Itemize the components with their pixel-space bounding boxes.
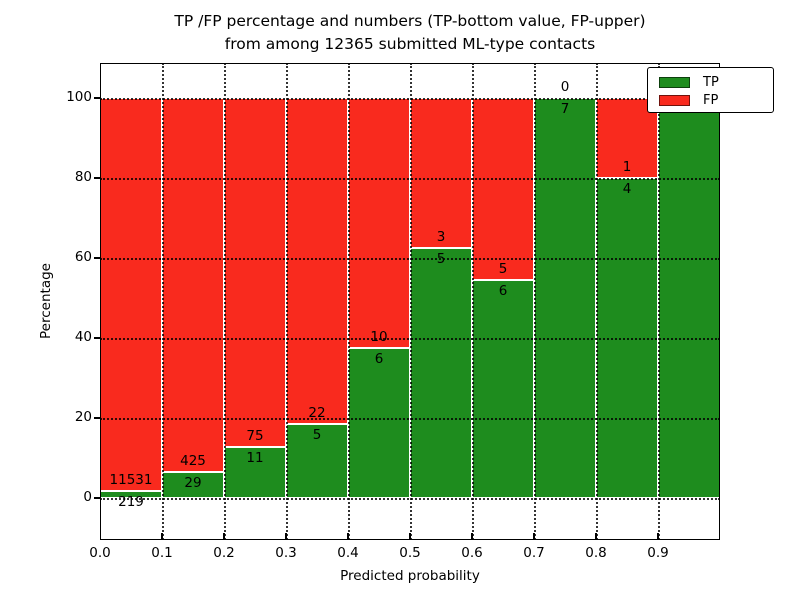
gridline-vertical	[348, 63, 350, 540]
bar-count-label-tp: 7	[560, 101, 570, 117]
x-tick-label: 0.8	[585, 545, 607, 561]
y-axis-label: Percentage	[38, 263, 54, 339]
y-tick-label: 80	[74, 169, 92, 185]
bar-segment-tp	[286, 423, 348, 498]
legend-entry-label: FP	[703, 92, 719, 108]
bar-count-label-tp: 6	[374, 351, 384, 367]
x-tick-mark	[285, 533, 287, 540]
bar-segment-tp	[658, 98, 720, 498]
bar-segment-fp	[472, 98, 534, 280]
x-tick-mark	[471, 533, 473, 540]
bar-segment-tp	[224, 446, 286, 498]
x-axis-label: Predicted probability	[340, 568, 480, 584]
legend-swatch-icon	[659, 94, 690, 106]
gridline-vertical	[162, 63, 164, 540]
bar-segment-fp	[286, 98, 348, 424]
y-tick-label: 60	[74, 249, 92, 265]
chart-title-line1: TP /FP percentage and numbers (TP-bottom…	[174, 12, 646, 30]
x-tick-label: 0.6	[461, 545, 483, 561]
bar-count-label-tp: 5	[312, 426, 322, 443]
x-tick-label: 0.2	[213, 545, 235, 561]
gridline-vertical	[224, 63, 226, 540]
y-tick-label: 100	[66, 89, 92, 105]
legend-entry: TP	[659, 73, 773, 91]
bar-count-label-fp: 3	[436, 229, 446, 245]
y-tick-label: 40	[74, 329, 92, 345]
bar-count-label-fp: 1	[622, 159, 632, 175]
bar-count-label-tp: 5	[436, 251, 446, 267]
bar-segment-fp	[100, 98, 162, 491]
bar-count-label-tp: 219	[118, 493, 144, 510]
y-tick-label: 0	[83, 489, 92, 505]
x-tick-label: 0.1	[151, 545, 173, 561]
legend-entry-label: TP	[703, 74, 719, 90]
x-tick-mark	[595, 533, 597, 540]
legend-entry: FP	[659, 91, 773, 109]
bar-segment-fp	[348, 98, 410, 348]
x-tick-label: 0.7	[523, 545, 545, 561]
x-tick-label: 0.9	[647, 545, 669, 561]
bar-count-label-tp: 6	[498, 282, 508, 299]
chart-title: TP /FP percentage and numbers (TP-bottom…	[100, 10, 720, 55]
bar-count-label-fp: 425	[180, 453, 206, 470]
y-tick-label: 20	[74, 409, 92, 425]
bar-count-label-fp: 5	[498, 260, 508, 277]
bar-count-label-tp: 11	[246, 449, 264, 466]
bar-count-label-fp: 11531	[109, 471, 153, 488]
x-tick-mark	[409, 533, 411, 540]
plot-area: 115312194252975112251063556071401	[94, 63, 720, 540]
bar-segment-tp	[472, 279, 534, 498]
bar-segment-fp	[224, 98, 286, 447]
gridline-vertical	[534, 63, 536, 540]
bar-segment-fp	[162, 98, 224, 473]
gridline-vertical	[410, 63, 412, 540]
y-tick-mark	[94, 97, 100, 99]
gridline-vertical	[596, 63, 598, 540]
x-tick-mark	[223, 533, 225, 540]
y-tick-mark	[94, 337, 100, 339]
bar-segment-tp	[348, 348, 410, 498]
bar-count-label-fp: 10	[370, 329, 388, 345]
x-tick-mark	[657, 533, 659, 540]
bar-count-label-fp: 22	[308, 404, 326, 421]
x-tick-label: 0.3	[275, 545, 297, 561]
gridline-vertical	[658, 63, 660, 540]
bar-count-label-fp: 0	[560, 79, 570, 95]
y-tick-mark	[94, 177, 100, 179]
gridline-vertical	[286, 63, 288, 540]
bar-segment-fp	[410, 98, 472, 248]
x-tick-label: 0.4	[337, 545, 359, 561]
gridline-vertical	[472, 63, 474, 540]
chart-title-line2: from among 12365 submitted ML-type conta…	[224, 34, 596, 53]
bar-count-label-fp: 75	[246, 427, 264, 444]
x-tick-mark	[533, 533, 535, 540]
y-tick-mark	[94, 497, 100, 499]
bar-segment-tp	[534, 98, 596, 498]
y-tick-mark	[94, 257, 100, 259]
bar-segment-tp	[410, 248, 472, 498]
x-tick-label: 0.5	[399, 545, 421, 561]
x-tick-label: 0.0	[89, 545, 111, 561]
bar-count-label-tp: 4	[622, 181, 632, 197]
x-tick-mark	[161, 533, 163, 540]
legend: TP FP	[647, 67, 774, 113]
legend-swatch-icon	[659, 76, 690, 88]
y-tick-mark	[94, 417, 100, 419]
bar-count-label-tp: 29	[184, 475, 202, 492]
x-tick-mark	[347, 533, 349, 540]
